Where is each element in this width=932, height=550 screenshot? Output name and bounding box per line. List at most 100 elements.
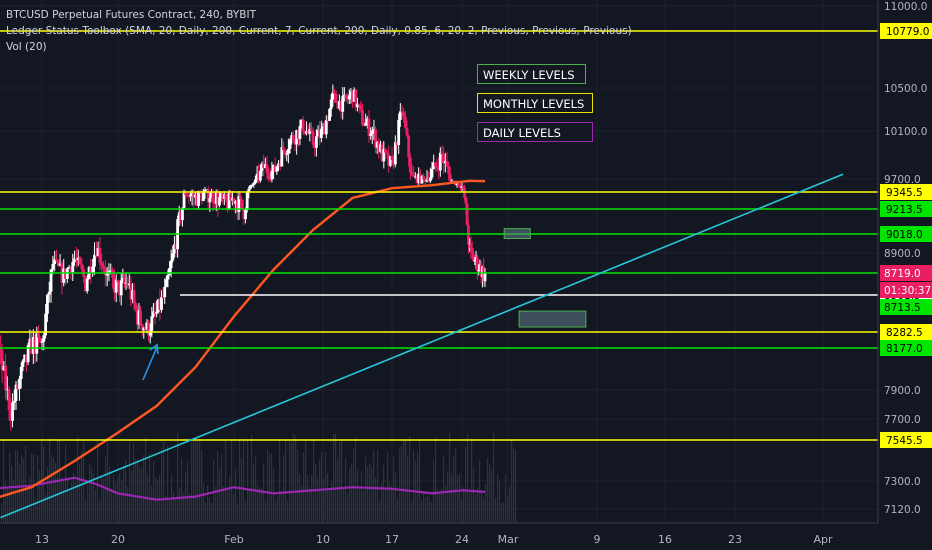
volume-bar bbox=[309, 486, 311, 523]
candle-body bbox=[450, 180, 454, 182]
volume-bar bbox=[285, 440, 287, 523]
candle-body bbox=[71, 261, 75, 273]
volume-bar bbox=[121, 479, 123, 523]
arrow-shaft bbox=[142, 346, 158, 381]
price-axis[interactable]: 11000.010500.010100.09700.08900.08561.57… bbox=[877, 0, 932, 550]
candle-body bbox=[254, 179, 257, 184]
volume-bar bbox=[269, 453, 271, 523]
volume-bar bbox=[75, 482, 77, 523]
candle-body bbox=[285, 153, 289, 155]
volume-bar bbox=[5, 482, 7, 523]
volume-bar bbox=[131, 470, 133, 523]
volume-bar bbox=[197, 441, 199, 523]
volume-bar bbox=[205, 502, 207, 523]
volume-bar bbox=[231, 440, 233, 523]
candle-body bbox=[310, 129, 313, 132]
candle-body bbox=[291, 135, 295, 141]
indicator-title[interactable]: Ledger Status Toolbox (SMA, 20, Daily, 2… bbox=[6, 25, 632, 37]
volume-bar bbox=[7, 488, 9, 523]
volume-bar bbox=[221, 454, 223, 523]
volume-bar bbox=[55, 462, 57, 523]
candle-body bbox=[55, 259, 58, 261]
candle-body bbox=[258, 170, 262, 181]
candle-body bbox=[237, 196, 241, 213]
level-label: 10779.0 bbox=[886, 26, 929, 38]
candle-body bbox=[372, 129, 376, 131]
candle-body bbox=[192, 193, 196, 198]
candle-body bbox=[267, 172, 271, 179]
volume-bar bbox=[99, 499, 101, 523]
candle-body bbox=[161, 297, 165, 299]
volume-bar bbox=[465, 446, 467, 523]
volume-bar bbox=[365, 456, 367, 523]
volume-bar bbox=[237, 502, 239, 523]
candle-body bbox=[89, 267, 93, 273]
candle-body bbox=[31, 336, 35, 354]
candle-body bbox=[169, 260, 173, 269]
candle-body bbox=[338, 101, 341, 109]
candle-body bbox=[342, 94, 346, 97]
candle-body bbox=[428, 177, 432, 182]
candle-body bbox=[143, 327, 147, 330]
symbol-title[interactable]: BTCUSD Perpetual Futures Contract, 240, … bbox=[6, 9, 256, 21]
candle-body bbox=[166, 275, 170, 280]
candle-body bbox=[437, 166, 441, 171]
candle-body bbox=[464, 197, 468, 204]
volume-bar bbox=[291, 442, 293, 523]
candle-body bbox=[93, 254, 96, 267]
candle-body bbox=[33, 336, 37, 354]
volume-bar bbox=[303, 452, 305, 523]
volume-bar bbox=[513, 448, 515, 523]
candle-body bbox=[293, 140, 297, 145]
volume-bar bbox=[339, 441, 341, 523]
candle-body bbox=[252, 183, 256, 185]
candle-body bbox=[206, 189, 210, 203]
volume-bar bbox=[367, 466, 369, 523]
volume-bar bbox=[383, 465, 385, 523]
volume-bar bbox=[135, 458, 137, 523]
trendline[interactable] bbox=[0, 173, 844, 519]
candle-body bbox=[415, 176, 419, 183]
price-marker-bg bbox=[880, 299, 932, 315]
level-label: 8282.5 bbox=[886, 327, 923, 339]
level-label: 9213.5 bbox=[886, 204, 923, 216]
candle-body bbox=[96, 247, 100, 257]
volume-bar bbox=[247, 439, 249, 523]
candle-body bbox=[148, 330, 152, 336]
arrow-head bbox=[149, 343, 159, 355]
volume-bar bbox=[109, 466, 111, 523]
candle-body bbox=[443, 161, 447, 164]
candle-body bbox=[127, 283, 131, 286]
candle-body bbox=[200, 191, 204, 201]
volume-bar bbox=[89, 463, 91, 523]
volume-bar bbox=[37, 455, 39, 523]
candle-body bbox=[470, 247, 474, 254]
volume-bar bbox=[161, 447, 163, 523]
candle-body bbox=[91, 266, 95, 273]
candle-body bbox=[430, 168, 434, 178]
candle-body bbox=[153, 311, 157, 314]
x-tick-label: 10 bbox=[316, 533, 330, 546]
candle-body bbox=[333, 92, 336, 94]
candle-body bbox=[139, 310, 142, 325]
candle-body bbox=[249, 185, 252, 189]
volume-bar bbox=[165, 495, 167, 523]
volume-bar bbox=[511, 438, 513, 523]
volume-bar bbox=[435, 436, 437, 523]
volume-bar bbox=[487, 457, 489, 523]
price-marker-bg bbox=[880, 282, 932, 298]
x-tick-label: Feb bbox=[224, 533, 243, 546]
candle-body bbox=[42, 335, 46, 342]
candle-body bbox=[242, 209, 246, 220]
volume-bar bbox=[325, 452, 327, 523]
candle-body bbox=[232, 198, 236, 204]
time-axis[interactable]: 13 20 Feb 10 17 24 Mar 9 16 23 Apr bbox=[0, 522, 878, 550]
volume-bar bbox=[107, 438, 109, 523]
candle-body bbox=[158, 299, 162, 310]
volume-title[interactable]: Vol (20) bbox=[6, 41, 47, 53]
volume-bar bbox=[419, 440, 421, 523]
volume-bar bbox=[215, 486, 217, 523]
candle-body bbox=[277, 163, 280, 167]
